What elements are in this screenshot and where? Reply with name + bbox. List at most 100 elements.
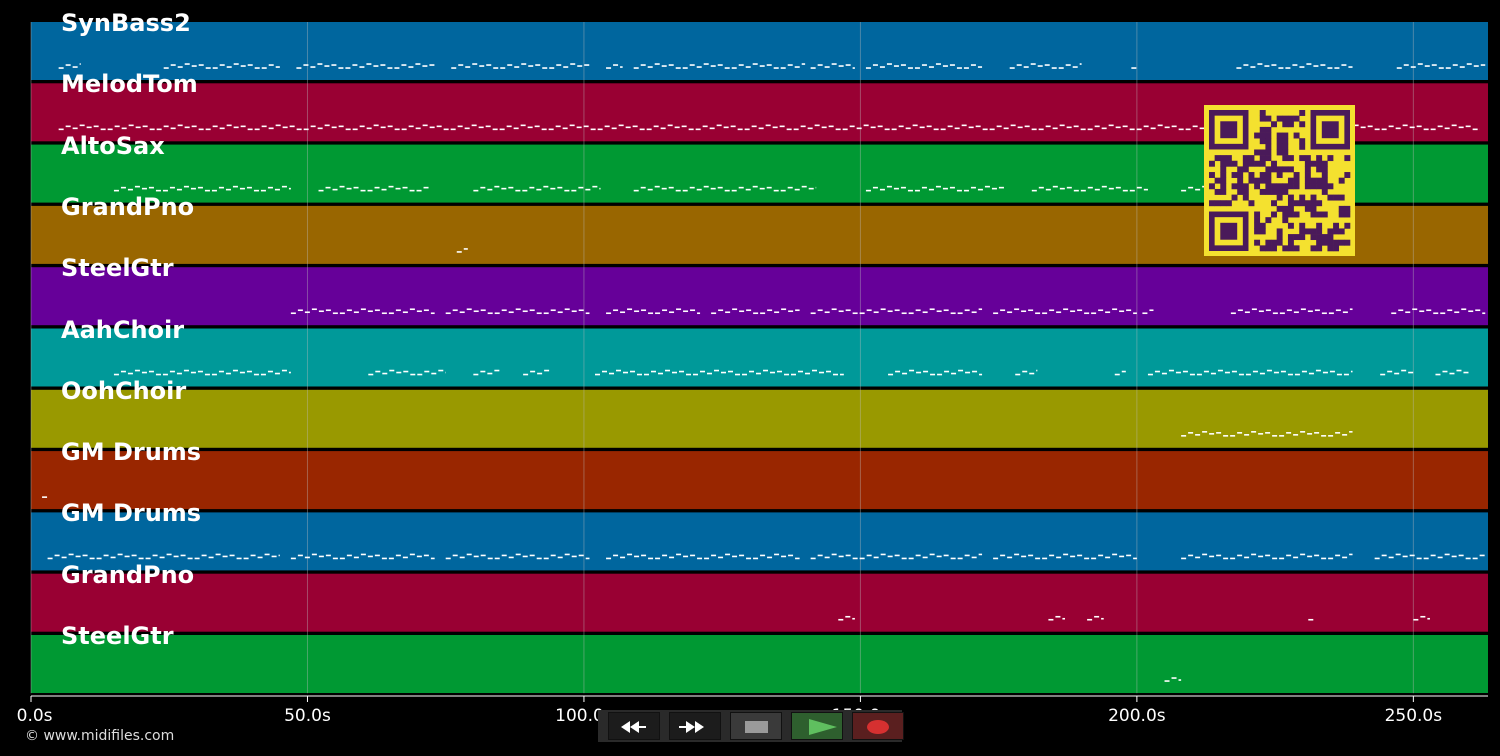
note xyxy=(176,188,182,191)
note xyxy=(914,67,920,69)
note xyxy=(696,66,702,68)
note xyxy=(1444,553,1450,556)
qr-module xyxy=(1310,211,1317,218)
note xyxy=(396,371,402,374)
note xyxy=(564,308,570,311)
note xyxy=(374,186,380,189)
note xyxy=(183,185,189,188)
track-name-label: OohChoir xyxy=(61,376,187,405)
note xyxy=(1017,126,1023,129)
note xyxy=(926,125,932,128)
note xyxy=(215,553,221,556)
note xyxy=(644,373,649,376)
note xyxy=(173,555,179,558)
note xyxy=(646,128,652,131)
note xyxy=(760,554,766,557)
note xyxy=(1129,189,1135,192)
note xyxy=(65,64,71,66)
note xyxy=(401,64,407,66)
note xyxy=(373,65,379,67)
note xyxy=(824,311,830,314)
track-name-label: SteelGtr xyxy=(61,254,174,283)
time-tick-label: 200.0s xyxy=(1108,706,1166,726)
qr-module xyxy=(1344,222,1351,229)
qr-module xyxy=(1259,222,1266,229)
qr-module xyxy=(1220,177,1227,184)
note xyxy=(445,557,451,560)
note xyxy=(724,189,730,192)
note xyxy=(1430,554,1436,557)
note xyxy=(824,556,830,559)
note xyxy=(389,369,395,372)
qr-module xyxy=(1265,143,1272,150)
qr-module xyxy=(1276,228,1283,235)
note xyxy=(1454,311,1460,314)
note xyxy=(877,125,883,128)
note xyxy=(793,128,799,131)
note xyxy=(42,496,48,498)
transport-controls xyxy=(598,710,904,742)
qr-module xyxy=(1321,188,1328,195)
note xyxy=(957,557,963,560)
note xyxy=(456,251,462,253)
note xyxy=(569,124,575,127)
note xyxy=(360,308,366,311)
note xyxy=(1115,186,1121,189)
note xyxy=(774,553,780,556)
note xyxy=(325,554,331,557)
rewind-button[interactable] xyxy=(608,712,660,740)
note xyxy=(886,63,892,65)
note xyxy=(900,64,906,66)
note xyxy=(282,126,288,129)
note xyxy=(845,64,851,66)
note xyxy=(205,128,211,131)
note xyxy=(668,186,674,189)
note xyxy=(1307,310,1313,313)
note xyxy=(212,125,218,128)
qr-module xyxy=(1276,115,1283,122)
note xyxy=(745,188,751,191)
stop-button[interactable] xyxy=(730,712,782,740)
note xyxy=(970,64,976,66)
note xyxy=(831,553,837,556)
note xyxy=(753,557,759,560)
note xyxy=(724,67,730,69)
note xyxy=(1293,434,1299,436)
note xyxy=(781,555,787,558)
note xyxy=(703,63,709,65)
note xyxy=(550,187,556,190)
play-button[interactable] xyxy=(791,712,843,740)
record-button[interactable] xyxy=(852,712,904,740)
note xyxy=(549,67,555,69)
note xyxy=(1021,310,1027,313)
qr-module xyxy=(1321,183,1328,190)
note xyxy=(480,309,486,312)
note xyxy=(840,373,844,376)
note xyxy=(520,124,526,127)
fast-forward-button[interactable] xyxy=(669,712,721,740)
note xyxy=(415,63,421,65)
note xyxy=(289,125,295,128)
qr-module xyxy=(1338,239,1345,246)
note xyxy=(660,127,666,130)
qr-code[interactable] xyxy=(1204,105,1355,256)
note xyxy=(152,554,158,557)
note xyxy=(908,557,914,560)
note xyxy=(1091,557,1097,560)
qr-module xyxy=(1282,155,1289,162)
note xyxy=(961,124,967,127)
note xyxy=(833,373,838,376)
note xyxy=(1479,554,1485,557)
note xyxy=(1031,189,1037,192)
qr-module xyxy=(1225,160,1232,167)
note xyxy=(675,67,681,69)
note xyxy=(1195,434,1201,436)
note xyxy=(429,126,435,129)
note xyxy=(1465,557,1471,560)
note xyxy=(155,189,161,192)
qr-module xyxy=(1293,183,1300,190)
qr-module xyxy=(1248,155,1255,162)
note xyxy=(1133,557,1137,560)
note xyxy=(1334,67,1340,69)
note xyxy=(949,64,955,66)
